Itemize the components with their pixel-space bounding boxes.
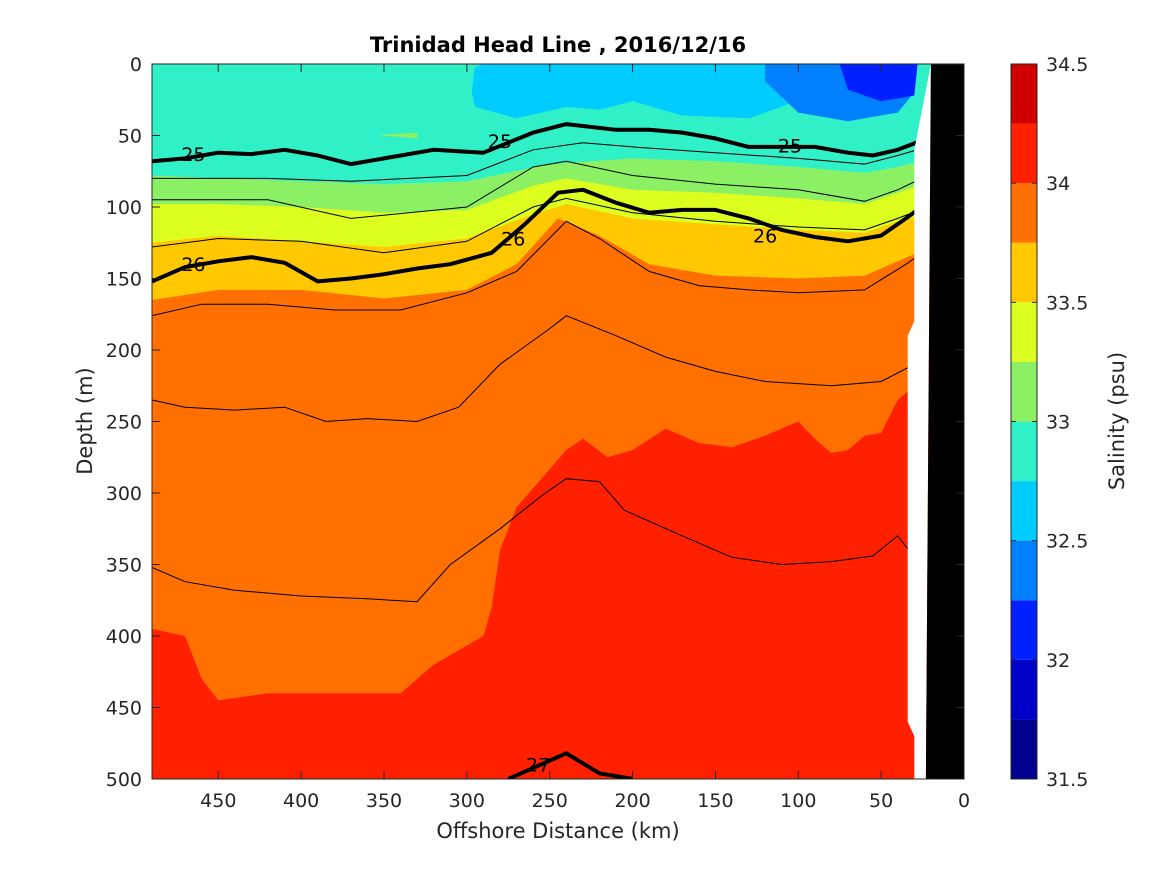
x-tick-label: 300 [449, 790, 485, 812]
contour-label: 25 [181, 144, 205, 166]
salinity-patch-32.5 [466, 64, 815, 119]
salinity-band-34.25 [152, 385, 928, 779]
y-tick-label: 50 [118, 126, 142, 148]
x-axis: 450 400 350 300 250 200 150 100 50 0 [200, 64, 970, 812]
x-tick-label: 100 [780, 790, 816, 812]
isoline-1 [152, 160, 928, 219]
plot-area: 25 25 25 26 26 26 27 [152, 64, 964, 779]
colorbar-segment [1011, 719, 1037, 779]
contour-label: 25 [778, 136, 802, 158]
colorbar-label: Salinity (psu) [1105, 352, 1129, 490]
isoline-5 [152, 478, 915, 603]
colorbar-segment [1011, 183, 1037, 243]
x-tick-label: 250 [532, 790, 568, 812]
density-contour-26 [152, 187, 933, 284]
colorbar-tick-label: 33 [1046, 412, 1070, 434]
colorbar-tick-label: 31.5 [1046, 769, 1088, 791]
colorbar-tick-label: 32.5 [1046, 531, 1088, 553]
y-tick-label: 200 [106, 340, 142, 362]
colorbar-segment [1011, 123, 1037, 184]
contour-label: 26 [181, 254, 205, 276]
colorbar-segment [1011, 421, 1037, 482]
colorbar-tick-label: 33.5 [1046, 292, 1088, 314]
isoline-2 [152, 197, 928, 254]
x-axis-label: Offshore Distance (km) [436, 819, 679, 843]
salinity-patch-33 [152, 64, 476, 153]
colorbar-segment [1011, 600, 1037, 660]
contour-label: 27 [526, 755, 550, 777]
salinity-patch-32 [839, 64, 918, 102]
x-tick-label: 200 [614, 790, 650, 812]
y-axis-label: Depth (m) [73, 367, 97, 474]
x-tick-label: 0 [958, 790, 970, 812]
y-tick-label: 400 [106, 626, 142, 648]
density-contour-27 [507, 751, 633, 779]
density-contour-25 [152, 122, 929, 167]
contour-label: 26 [753, 226, 777, 248]
colorbar: 31.5 32 32.5 33 33.5 34 34.5 [1010, 54, 1088, 791]
land-mask [925, 64, 964, 779]
colorbar-tick-label: 34 [1046, 173, 1070, 195]
y-tick-label: 350 [106, 555, 142, 577]
no-data-mask [907, 64, 931, 779]
x-tick-label: 450 [200, 790, 236, 812]
contour-label: 26 [501, 228, 525, 250]
isoline-3 [152, 220, 932, 317]
x-tick-label: 150 [697, 790, 733, 812]
colorbar-segment [1011, 659, 1037, 720]
x-tick-label: 350 [366, 790, 402, 812]
y-tick-label: 0 [130, 54, 142, 76]
colorbar-segment [1011, 481, 1037, 541]
isoline-0 [152, 142, 928, 182]
isoline-4 [152, 315, 915, 423]
y-tick-label: 300 [106, 483, 142, 505]
contour-label: 25 [488, 131, 512, 153]
colorbar-tick-label: 34.5 [1046, 54, 1088, 76]
colorbar-segment [1011, 242, 1037, 303]
chart-title: Trinidad Head Line , 2016/12/16 [370, 33, 746, 57]
y-tick-label: 450 [106, 698, 142, 720]
colorbar-segment [1011, 540, 1037, 601]
y-tick-label: 250 [106, 412, 142, 434]
x-tick-label: 400 [283, 790, 319, 812]
y-tick-label: 500 [106, 769, 142, 791]
colorbar-tick-label: 32 [1046, 650, 1070, 672]
y-tick-label: 150 [106, 269, 142, 291]
colorbar-segment [1011, 302, 1037, 362]
colorbar-segment [1011, 361, 1037, 422]
x-tick-label: 50 [869, 790, 893, 812]
y-axis: 0 50 100 150 200 250 300 350 400 450 500 [106, 54, 964, 791]
colorbar-segment [1011, 64, 1037, 124]
y-tick-label: 100 [106, 197, 142, 219]
